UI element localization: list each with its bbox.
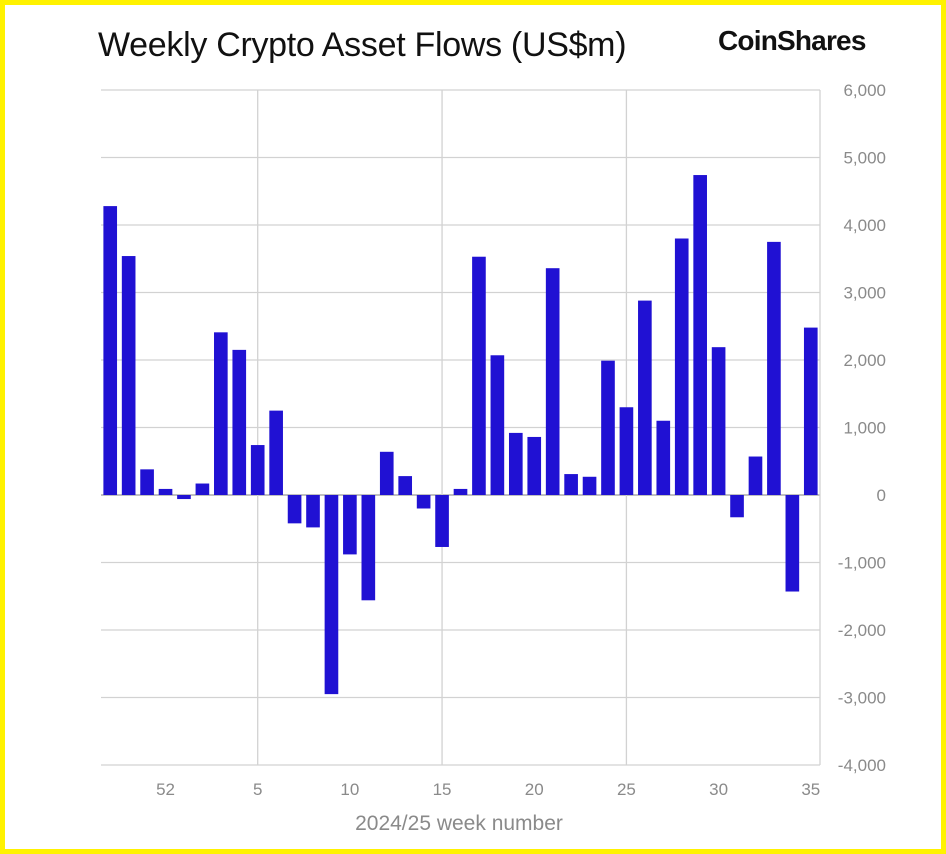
bar [140,469,154,495]
bar [214,332,228,495]
x-axis-ticks: 52 5 10 15 20 25 30 35 [156,780,820,799]
x-axis-title: 2024/25 week number [355,812,563,835]
bar [121,256,136,495]
bar [472,256,486,495]
y-axis-ticks: 6,000 5,000 4,000 3,000 2,000 1,000 0 -1,000 -2,… [838,81,886,775]
bar [416,495,431,509]
bar [638,300,652,495]
x-tick-label: 10 [340,780,359,799]
bar [269,410,283,495]
bar [453,488,468,495]
bar [767,241,781,495]
bar [177,495,191,500]
bar [582,476,597,495]
chart-title: Weekly Crypto Asset Flows (US$m) [98,26,627,64]
bar [435,495,449,547]
y-tick-label: -2,000 [838,621,886,640]
bar [324,495,339,695]
bar [656,420,671,495]
bar [730,495,744,518]
bar [103,206,118,495]
x-tick-label: 52 [156,780,175,799]
y-tick-label: 0 [877,486,886,505]
y-tick-label: 3,000 [843,284,886,303]
bar [379,451,394,495]
bar [785,495,800,592]
bar [250,445,265,495]
bar [195,483,210,495]
y-tick-label: 2,000 [843,351,886,370]
bars [103,175,818,695]
x-tick-label: 15 [433,780,452,799]
bar [232,349,247,495]
bar [527,436,542,495]
bar [158,488,173,495]
x-tick-label: 25 [617,780,636,799]
y-tick-label: 5,000 [843,149,886,168]
bar [601,360,615,495]
bar [693,175,707,496]
x-tick-label: 5 [253,780,262,799]
bar [398,476,413,495]
x-tick-label: 30 [709,780,728,799]
x-tick-label: 35 [801,780,820,799]
y-tick-label: 4,000 [843,216,886,235]
bar [803,327,818,495]
bar [748,456,763,495]
bar [361,495,376,601]
y-tick-label: -4,000 [838,756,886,775]
bar [490,355,505,495]
bar [287,495,302,524]
grid-lines [101,89,821,766]
bar [674,238,689,495]
bar [508,432,523,495]
y-tick-label: -1,000 [838,554,886,573]
x-tick-label: 20 [525,780,544,799]
y-tick-label: -3,000 [838,689,886,708]
y-tick-label: 6,000 [843,81,886,100]
bar [564,474,578,495]
bar [711,347,726,495]
bar [619,407,634,495]
bar [343,495,357,555]
brand-logo: CoinShares [718,25,866,56]
y-tick-label: 1,000 [843,419,886,438]
bar [306,495,320,528]
bar [545,268,560,495]
